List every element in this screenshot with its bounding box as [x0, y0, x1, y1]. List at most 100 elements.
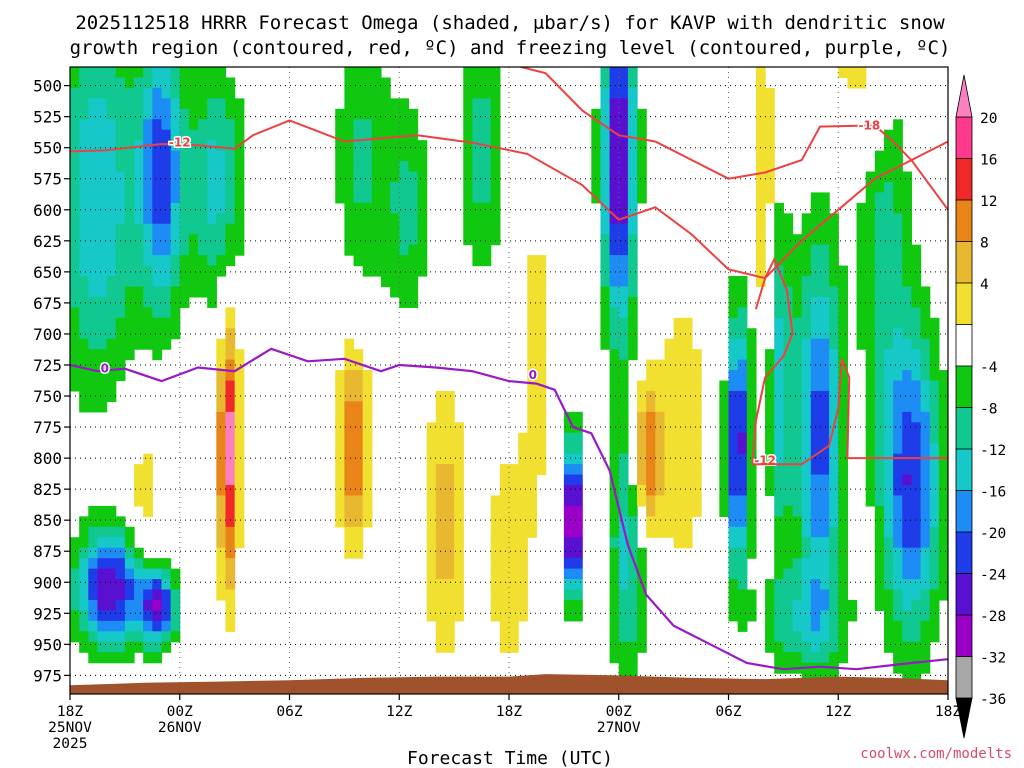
omega-cell: [106, 234, 117, 246]
omega-cell: [783, 234, 794, 246]
omega-cell: [819, 537, 830, 549]
omega-cell: [609, 495, 620, 507]
omega-cell: [444, 558, 455, 570]
omega-cell: [216, 505, 227, 517]
omega-cell: [518, 526, 528, 538]
omega-cell: [893, 244, 903, 256]
omega-cell: [801, 390, 812, 402]
omega-cell: [755, 108, 766, 120]
omega-cell: [207, 296, 217, 308]
omega-cell: [765, 432, 775, 444]
omega-cell: [134, 317, 144, 329]
omega-cell: [454, 516, 464, 528]
omega-cell: [435, 411, 446, 423]
omega-cell: [106, 589, 117, 601]
omega-cell: [161, 296, 172, 308]
omega-cell: [161, 223, 172, 235]
omega-cell: [829, 526, 839, 538]
omega-cell: [134, 255, 144, 267]
omega-cell: [170, 129, 181, 141]
omega-cell: [143, 505, 153, 517]
omega-cell: [134, 474, 144, 486]
omega-cell: [426, 516, 437, 528]
omega-cell: [198, 234, 208, 246]
omega-cell: [435, 453, 446, 465]
omega-cell: [655, 443, 666, 455]
dgz-contour-label: -12: [169, 136, 191, 150]
omega-cell: [88, 98, 99, 110]
omega-cell: [152, 213, 163, 225]
omega-cell: [454, 610, 464, 622]
omega-cell: [124, 87, 135, 99]
omega-cell: [893, 589, 903, 601]
omega-cell: [591, 108, 602, 120]
omega-cell: [188, 87, 199, 99]
omega-cell: [911, 579, 922, 591]
omega-cell: [719, 411, 730, 423]
omega-cell: [115, 108, 126, 120]
omega-cell: [765, 370, 775, 382]
omega-cell: [755, 255, 766, 267]
omega-cell: [792, 652, 803, 664]
omega-cell: [472, 192, 483, 204]
omega-cell: [929, 537, 940, 549]
omega-cell: [70, 255, 80, 267]
omega-cell: [216, 464, 227, 476]
omega-cell: [911, 380, 922, 392]
omega-cell: [801, 652, 812, 664]
omega-cell: [920, 453, 931, 465]
omega-cell: [70, 307, 80, 319]
omega-cell: [829, 432, 839, 444]
omega-cell: [161, 641, 172, 653]
omega-cell: [819, 631, 830, 643]
omega-cell: [801, 610, 812, 622]
omega-cell: [143, 474, 153, 486]
omega-cell: [728, 526, 739, 538]
omega-cell: [819, 276, 830, 288]
omega-cell: [600, 150, 611, 162]
omega-cell: [499, 474, 510, 486]
omega-cell: [637, 631, 647, 643]
omega-cell: [609, 328, 620, 340]
colorbar-segment: [955, 241, 973, 284]
omega-cell: [609, 443, 620, 455]
omega-cell: [655, 464, 666, 476]
omega-cell: [819, 244, 830, 256]
omega-cell: [664, 422, 675, 434]
omega-cell: [408, 192, 419, 204]
omega-cell: [88, 234, 99, 246]
omega-cell: [408, 202, 419, 214]
omega-cell: [774, 422, 784, 434]
omega-cell: [124, 568, 135, 580]
omega-cell: [408, 119, 419, 131]
omega-cell: [755, 129, 766, 141]
omega-cell: [463, 171, 474, 183]
omega-cell: [883, 317, 894, 329]
omega-cell: [728, 349, 739, 361]
omega-cell: [444, 443, 455, 455]
omega-cell: [353, 140, 364, 152]
omega-cell: [344, 453, 355, 465]
omega-cell: [362, 98, 373, 110]
omega-cell: [911, 359, 922, 371]
omega-cell: [371, 150, 382, 162]
omega-cell: [399, 234, 409, 246]
omega-cell: [801, 526, 812, 538]
omega-cell: [783, 641, 794, 653]
omega-cell: [774, 276, 784, 288]
omega-cell: [499, 599, 510, 611]
omega-cell: [234, 505, 245, 517]
omega-cell: [893, 526, 903, 538]
omega-cell: [444, 568, 455, 580]
omega-cell: [573, 589, 583, 601]
omega-cell: [874, 150, 885, 162]
colorbar-segment: [955, 199, 973, 243]
omega-cell: [746, 610, 757, 622]
omega-cell: [627, 662, 638, 674]
omega-cell: [344, 213, 355, 225]
omega-cell: [143, 150, 153, 162]
omega-cell: [938, 495, 948, 507]
omega-cell: [472, 108, 483, 120]
omega-cell: [362, 202, 373, 214]
omega-cell: [79, 234, 89, 246]
